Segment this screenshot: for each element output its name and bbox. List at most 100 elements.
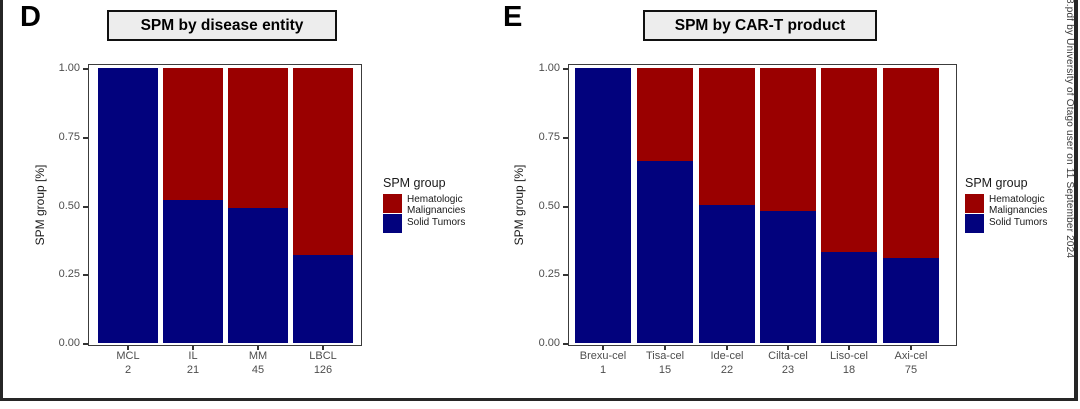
y-tick-e [563, 137, 568, 139]
x-category-name: IL [188, 350, 198, 362]
x-category-count: 23 [781, 363, 795, 376]
bar-e-1-solid [637, 161, 693, 343]
x-category-count: 75 [904, 363, 918, 376]
bar-e-0-solid [575, 68, 631, 343]
y-tick-label-d: 1.00 [58, 62, 80, 74]
x-label-d-3: LBCL 126 [287, 350, 359, 377]
legend-label-e-1: Solid Tumors [989, 217, 1048, 228]
x-label-e-1: Tisa-cel 15 [629, 350, 701, 377]
x-label-e-2: Ide-cel 22 [691, 350, 763, 377]
x-tick-d [127, 346, 129, 350]
bar-e-5-solid [883, 258, 939, 343]
panel-title-e: SPM by CAR-T product [643, 10, 877, 41]
y-tick-d [83, 343, 88, 345]
x-label-e-3: Cilta-cel 23 [752, 350, 824, 377]
x-category-name: MM [248, 350, 268, 362]
x-category-count: 126 [313, 363, 333, 376]
x-category-name: MCL [116, 350, 140, 362]
x-tick-e [664, 346, 666, 350]
x-category-name: LBCL [309, 350, 337, 362]
frame-bottom-border [0, 398, 1078, 401]
x-category-count: 18 [842, 363, 856, 376]
panel-letter-e: E [503, 1, 523, 33]
x-label-e-5: Axi-cel 75 [875, 350, 947, 377]
x-category-count: 22 [720, 363, 734, 376]
x-tick-e [726, 346, 728, 350]
x-category-name: Liso-cel [830, 350, 868, 362]
x-category-count: 21 [186, 363, 200, 376]
y-tick-d [83, 206, 88, 208]
x-tick-d [322, 346, 324, 350]
bar-e-3-hematologic [760, 68, 816, 211]
bar-e-2-hematologic [699, 68, 755, 206]
x-label-e-4: Liso-cel 18 [813, 350, 885, 377]
x-tick-d [192, 346, 194, 350]
legend-label-d-0: Hematologic Malignancies [407, 194, 466, 216]
bar-e-3-solid [760, 211, 816, 343]
y-tick-e [563, 206, 568, 208]
legend-title-e: SPM group [965, 176, 1028, 190]
x-category-name: Axi-cel [894, 350, 928, 362]
x-label-d-1: IL 21 [157, 350, 229, 377]
legend-swatch-e-1 [965, 213, 984, 233]
x-tick-e [910, 346, 912, 350]
legend-title-d: SPM group [383, 176, 446, 190]
bar-d-3-solid [293, 255, 353, 343]
x-category-name: Brexu-cel [579, 350, 627, 362]
y-tick-d [83, 137, 88, 139]
y-tick-label-e: 0.25 [538, 268, 560, 280]
bar-d-3-hematologic [293, 68, 353, 255]
frame-left-border [0, 0, 3, 401]
panel-letter-d: D [20, 1, 41, 33]
y-tick-label-d: 0.75 [58, 131, 80, 143]
x-tick-d [257, 346, 259, 350]
y-tick-label-e: 0.75 [538, 131, 560, 143]
bar-d-1-hematologic [163, 68, 223, 200]
x-tick-e [848, 346, 850, 350]
x-category-count: 15 [658, 363, 672, 376]
download-stamp-label: 8.pdf by University of Otago user on 11 … [1064, 0, 1075, 259]
download-stamp-text: 8.pdf by University of Otago user on 11 … [1064, 0, 1075, 258]
y-tick-label-d: 0.50 [58, 200, 80, 212]
y-tick-label-e: 0.50 [538, 200, 560, 212]
plot-area-e [568, 64, 957, 346]
y-tick-d [83, 274, 88, 276]
bar-e-4-hematologic [821, 68, 877, 252]
y-tick-e [563, 343, 568, 345]
frame-right-border [1074, 0, 1078, 401]
y-tick-e [563, 68, 568, 70]
y-tick-e [563, 274, 568, 276]
bar-e-5-hematologic [883, 68, 939, 258]
x-category-count: 45 [251, 363, 265, 376]
x-category-name: Cilta-cel [768, 350, 808, 362]
x-label-d-0: MCL 2 [92, 350, 164, 377]
y-tick-label-d: 0.25 [58, 268, 80, 280]
x-category-name: Ide-cel [710, 350, 744, 362]
panel-title-d: SPM by disease entity [107, 10, 337, 41]
legend-swatch-d-1 [383, 213, 402, 233]
x-tick-e [602, 346, 604, 350]
bar-d-2-solid [228, 208, 288, 343]
x-label-e-0: Brexu-cel 1 [567, 350, 639, 377]
bar-d-2-hematologic [228, 68, 288, 208]
x-tick-e [787, 346, 789, 350]
x-category-count: 1 [599, 363, 607, 376]
y-tick-label-d: 0.00 [58, 337, 80, 349]
bar-d-0-solid [98, 68, 158, 343]
x-category-name: Tisa-cel [645, 350, 685, 362]
y-tick-label-e: 1.00 [538, 62, 560, 74]
bar-e-4-solid [821, 252, 877, 343]
plot-area-d [88, 64, 362, 346]
legend-swatch-d-0 [383, 194, 402, 213]
legend-swatch-e-0 [965, 194, 984, 213]
bar-d-1-solid [163, 200, 223, 343]
legend-label-d-1: Solid Tumors [407, 217, 466, 228]
legend-label-e-0: Hematologic Malignancies [989, 194, 1048, 216]
x-category-count: 2 [124, 363, 132, 376]
x-label-d-2: MM 45 [222, 350, 294, 377]
y-tick-label-e: 0.00 [538, 337, 560, 349]
bar-e-1-hematologic [637, 68, 693, 162]
bar-e-2-solid [699, 205, 755, 343]
y-tick-d [83, 68, 88, 70]
